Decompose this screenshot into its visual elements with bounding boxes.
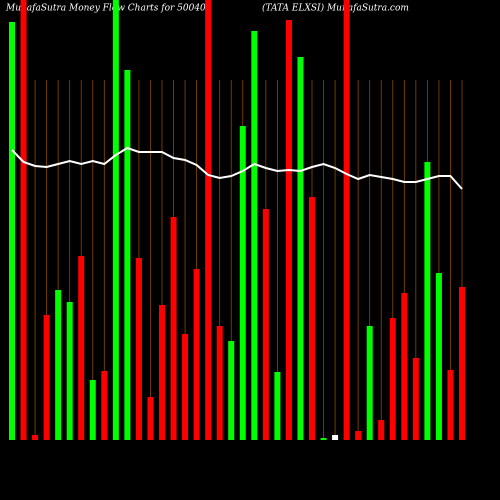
bar	[251, 31, 258, 440]
bar	[297, 57, 304, 440]
bar	[447, 370, 454, 440]
bar	[459, 287, 465, 440]
bar	[389, 318, 396, 440]
bar	[124, 70, 131, 440]
bar	[32, 435, 39, 440]
plot	[9, 0, 465, 440]
bar	[285, 20, 292, 440]
bar	[332, 435, 339, 440]
bar	[435, 273, 442, 440]
bar	[239, 126, 246, 440]
bar	[182, 334, 189, 440]
bar	[89, 380, 96, 440]
bar	[159, 305, 165, 440]
chart-title: MunafaSutra Money Flow Charts for 500408	[5, 4, 212, 14]
bar	[228, 341, 235, 440]
bar	[320, 438, 327, 440]
bar	[216, 326, 223, 440]
bar	[112, 0, 119, 440]
bar	[193, 269, 200, 440]
bar	[20, 0, 27, 440]
bar	[355, 431, 362, 440]
bar	[274, 372, 281, 440]
bar	[378, 420, 385, 440]
bar	[401, 293, 408, 440]
bar	[366, 326, 373, 440]
bar	[135, 258, 142, 440]
bar	[343, 0, 350, 440]
bar	[147, 397, 154, 440]
bar	[309, 197, 315, 440]
bar	[412, 358, 419, 440]
bar	[55, 290, 62, 440]
bar	[262, 209, 269, 440]
bar	[9, 22, 15, 440]
bar	[43, 315, 50, 440]
bar	[101, 371, 108, 440]
bar	[424, 162, 431, 440]
bar	[78, 256, 85, 440]
bar	[205, 0, 212, 440]
bar	[170, 217, 177, 440]
money-flow-line	[11, 146, 463, 190]
bar	[66, 302, 73, 440]
chart-subtitle: (TATA ELXSI) MunafaSutra.com	[262, 3, 409, 14]
